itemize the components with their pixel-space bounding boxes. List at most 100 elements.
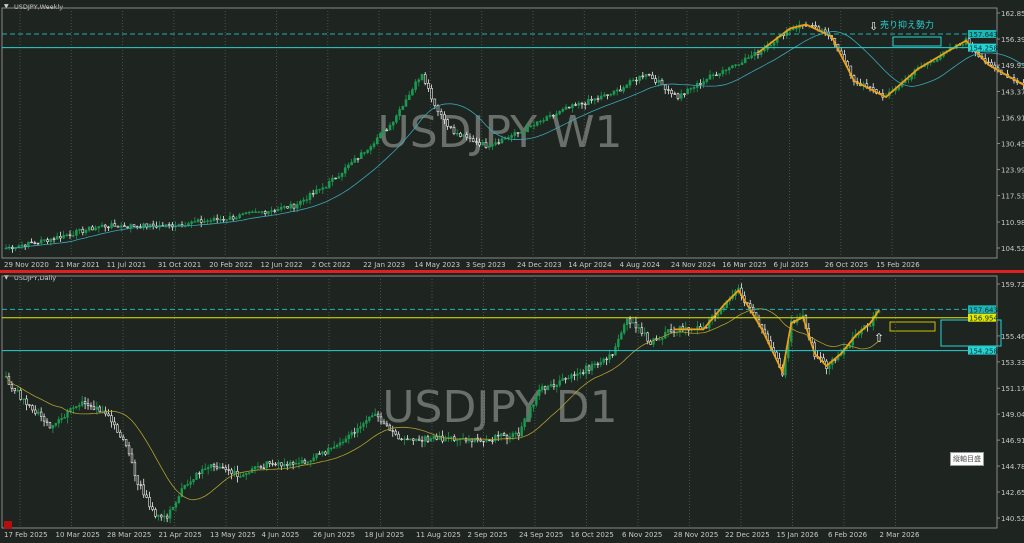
candle-body <box>558 380 561 386</box>
candle-body <box>302 199 305 202</box>
candle-body <box>286 206 289 209</box>
candle-body <box>201 469 204 474</box>
candle-body <box>222 219 225 221</box>
candle-body <box>641 75 645 78</box>
candle-body <box>491 144 494 147</box>
candle-body <box>80 401 84 406</box>
weekly-zone-box[interactable] <box>892 36 942 47</box>
date-label: 24 Dec 2023 <box>517 261 562 269</box>
candle-body <box>649 340 652 345</box>
candle-body <box>366 149 369 153</box>
candle-body <box>590 363 594 371</box>
candle-body <box>324 451 327 455</box>
candle-body <box>89 405 93 407</box>
candle-body <box>51 425 55 429</box>
candle-body <box>658 339 661 341</box>
price-tick: 104.520 <box>1001 245 1024 253</box>
candle-body <box>519 131 523 134</box>
candle-body <box>306 461 309 464</box>
date-label: 6 Feb 2026 <box>828 531 868 539</box>
candle-body <box>590 98 593 101</box>
candle-body <box>10 384 14 389</box>
candle-body <box>369 146 373 151</box>
date-label: 2 Mar 2026 <box>880 531 920 539</box>
price-tick: 155.460 <box>1001 333 1024 341</box>
candle-body <box>379 416 383 423</box>
candle-body <box>71 235 75 237</box>
candle-body <box>209 464 213 468</box>
candle-body <box>455 133 459 135</box>
candle-body <box>294 462 298 465</box>
daily-chart-panel[interactable]: ▼ USDJPY,Daily USDJPY D1 ⇧ 17 Feb 2025 10… <box>0 270 1024 543</box>
candle-body <box>72 407 75 409</box>
candle-body <box>538 389 541 396</box>
candle-body <box>570 374 573 379</box>
candle-body <box>167 224 171 226</box>
candle-body <box>571 104 574 109</box>
candle-body <box>189 481 192 485</box>
candle-body <box>500 138 504 144</box>
candle-body <box>546 385 550 391</box>
candle-body <box>567 106 571 109</box>
candle-body <box>335 444 339 448</box>
candle-body <box>576 373 579 376</box>
daily-chart[interactable]: USDJPY D1 ⇧ 17 Feb 2025 10 Mar 2025 28 Mar… <box>0 270 1024 543</box>
candle-body <box>262 467 266 469</box>
candle-body <box>251 211 254 213</box>
candle-body <box>33 242 37 244</box>
candle-body <box>263 211 267 214</box>
collapse-icon[interactable]: ▼ <box>4 274 9 281</box>
price-tick: 149.040 <box>1001 411 1024 419</box>
daily-yellow-zone-box[interactable] <box>889 321 936 332</box>
candle-body <box>148 497 151 508</box>
candle-body <box>716 313 720 317</box>
candle-body <box>411 89 414 96</box>
candle-body <box>646 332 649 342</box>
price-level-tag <box>968 346 996 355</box>
date-label: 15 Feb 2026 <box>876 261 920 269</box>
candle-body <box>485 439 488 442</box>
candle-body <box>25 398 28 405</box>
candle-body <box>215 466 219 469</box>
date-label: 22 Jan 2023 <box>363 261 405 269</box>
candle-body <box>183 484 186 489</box>
candle-body <box>133 462 137 476</box>
candle-body <box>539 120 542 123</box>
candle-body <box>283 206 286 208</box>
candle-body <box>414 81 417 90</box>
candle-body <box>529 406 532 418</box>
date-label: 24 Sep 2025 <box>519 531 563 539</box>
candle-body <box>356 158 360 160</box>
date-label: 3 Sep 2023 <box>466 261 506 269</box>
candle-body <box>28 404 31 406</box>
date-label: 14 Apr 2024 <box>568 261 612 269</box>
candle-body <box>580 102 584 105</box>
candle-body <box>702 81 705 85</box>
candle-body <box>289 462 292 466</box>
candle-body <box>119 431 122 438</box>
candle-body <box>540 386 544 390</box>
date-label: 31 Oct 2021 <box>158 261 201 269</box>
price-tick: 156.390 <box>1001 36 1024 44</box>
candle-body <box>101 410 104 413</box>
weekly-chart-panel[interactable]: ▼ USDJPY,Weekly USDJPY W1 売り抑え勢力 ⇩ 29 No… <box>0 0 1024 270</box>
weekly-chart[interactable]: USDJPY W1 売り抑え勢力 ⇩ 29 Nov 2020 21 Mar 202… <box>0 0 1024 270</box>
candle-body <box>198 472 201 475</box>
candle-body <box>420 440 424 442</box>
candle-body <box>337 176 341 179</box>
daily-cyan-zone-box[interactable] <box>940 319 1002 347</box>
candle-body <box>823 29 827 33</box>
candle-body <box>549 384 553 387</box>
candle-body <box>277 462 280 465</box>
candle-body <box>574 104 577 106</box>
candle-body <box>107 226 110 229</box>
candle-body <box>196 219 200 222</box>
candle-body <box>57 419 60 424</box>
date-label: 28 Nov 2025 <box>674 531 719 539</box>
candle-body <box>295 204 299 209</box>
candle-body <box>371 415 374 418</box>
collapse-icon[interactable]: ▼ <box>4 3 9 10</box>
candle-body <box>491 440 494 442</box>
candle-body <box>206 467 210 470</box>
record-indicator[interactable] <box>4 521 12 529</box>
